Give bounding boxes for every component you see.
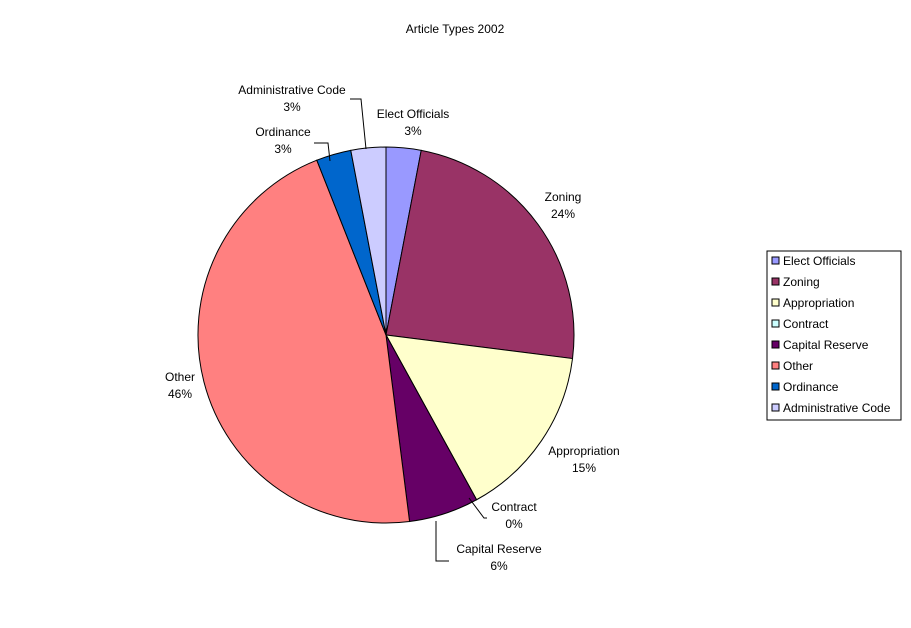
pie-slice-administrative-code bbox=[350, 146, 387, 336]
legend-swatch-capital-reserve bbox=[771, 340, 780, 349]
legend-label-contract: Contract bbox=[783, 317, 829, 331]
leader-line-contract bbox=[468, 497, 487, 519]
legend-swatch-zoning bbox=[771, 277, 780, 286]
slice-label-contract: Contract bbox=[491, 500, 537, 514]
slice-label-zoning: Zoning bbox=[545, 190, 582, 204]
pie-slice-appropriation bbox=[385, 334, 574, 501]
legend-label-appropriation: Appropriation bbox=[783, 296, 854, 310]
legend-swatch-ordinance bbox=[771, 382, 780, 391]
legend-swatch-other bbox=[771, 361, 780, 370]
slice-label-ordinance: Ordinance bbox=[255, 125, 311, 139]
legend-swatch-administrative-code bbox=[771, 403, 780, 412]
slice-percent-elect-officials: 3% bbox=[404, 124, 422, 138]
slice-percent-ordinance: 3% bbox=[274, 142, 292, 156]
slice-percent-zoning: 24% bbox=[551, 207, 575, 221]
legend-label-capital-reserve: Capital Reserve bbox=[783, 338, 869, 352]
legend-swatch-contract bbox=[771, 319, 780, 328]
slice-percent-other: 46% bbox=[168, 387, 192, 401]
leader-line-ordinance bbox=[314, 142, 331, 162]
leader-line-administrative-code bbox=[350, 98, 367, 150]
pie-slice-zoning bbox=[385, 149, 575, 360]
label-leader-lines bbox=[314, 98, 487, 562]
legend-label-administrative-code: Administrative Code bbox=[783, 401, 891, 415]
slice-label-capital-reserve: Capital Reserve bbox=[456, 542, 542, 556]
slice-percent-contract: 0% bbox=[505, 517, 523, 531]
leader-line-capital-reserve bbox=[435, 521, 449, 562]
legend-box bbox=[766, 250, 902, 421]
slice-label-other: Other bbox=[165, 370, 195, 384]
slice-percent-capital-reserve: 6% bbox=[490, 559, 508, 573]
slice-labels: Elect Officials 3% Zoning 24% Appropriation 1… bbox=[165, 83, 620, 573]
legend-label-zoning: Zoning bbox=[783, 275, 820, 289]
pie-slices bbox=[197, 146, 575, 524]
legend-swatch-appropriation bbox=[771, 298, 780, 307]
legend: Elect Officials Zoning Appropriation Contra… bbox=[766, 250, 902, 421]
chart-title: Article Types 2002 bbox=[406, 22, 505, 36]
legend-label-ordinance: Ordinance bbox=[783, 380, 839, 394]
pie-slice-other bbox=[197, 159, 411, 524]
slice-label-administrative-code: Administrative Code bbox=[238, 83, 346, 97]
slice-label-appropriation: Appropriation bbox=[548, 444, 619, 458]
slice-label-elect-officials: Elect Officials bbox=[377, 107, 449, 121]
slice-percent-appropriation: 15% bbox=[572, 461, 596, 475]
slice-percent-administrative-code: 3% bbox=[283, 100, 301, 114]
legend-label-other: Other bbox=[783, 359, 813, 373]
legend-swatch-elect-officials bbox=[771, 256, 780, 265]
legend-label-elect-officials: Elect Officials bbox=[783, 254, 855, 268]
